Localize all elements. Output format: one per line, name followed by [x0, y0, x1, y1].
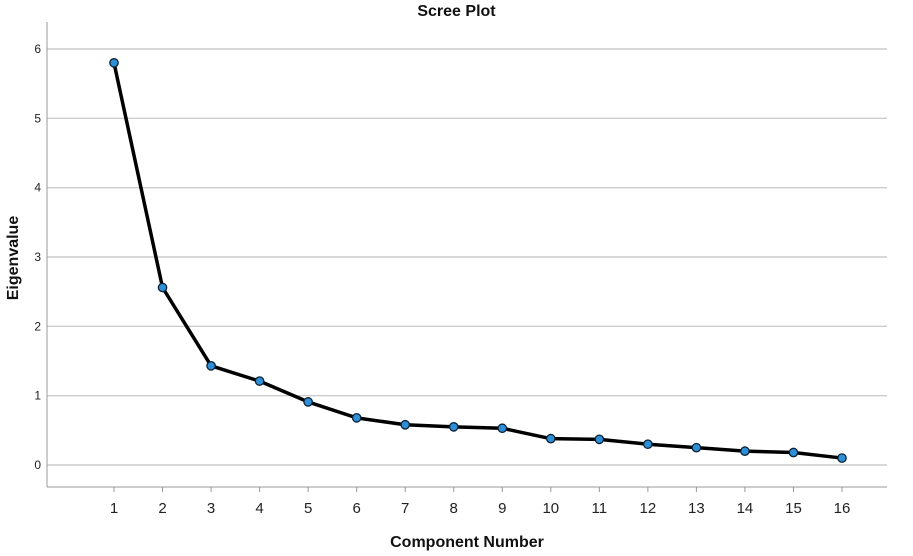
data-point [788, 447, 799, 458]
x-tick-label: 9 [498, 500, 506, 517]
data-point [157, 282, 168, 293]
data-point [594, 434, 605, 445]
data-point [303, 397, 313, 407]
y-tick-label: 6 [34, 42, 41, 56]
x-tick-label: 4 [255, 500, 263, 517]
x-tick-label: 15 [785, 500, 802, 517]
data-point [740, 446, 750, 456]
x-tick-label: 6 [352, 500, 360, 517]
y-tick-label: 0 [34, 458, 41, 472]
y-tick-label: 2 [34, 319, 41, 333]
x-tick-label: 14 [737, 500, 754, 517]
x-tick-label: 13 [688, 500, 705, 517]
x-tick-label: 5 [304, 500, 312, 517]
data-point [351, 413, 362, 423]
x-axis-label: Component Number [390, 534, 544, 551]
x-tick-label: 2 [158, 500, 166, 517]
x-tick-label: 8 [450, 500, 458, 517]
data-point [497, 423, 508, 434]
data-point [206, 361, 216, 371]
data-point [448, 422, 459, 432]
data-point [691, 442, 702, 453]
x-tick-label: 1 [110, 500, 118, 517]
y-tick-label: 1 [34, 389, 41, 403]
x-tick-label: 11 [592, 500, 608, 517]
x-tick-label: 10 [542, 500, 559, 517]
chart-title: Scree Plot [417, 3, 496, 20]
data-point [643, 439, 653, 450]
y-tick-label: 4 [34, 181, 41, 195]
y-axis-label: Eigenvalue [5, 215, 22, 301]
y-tick-label: 3 [34, 250, 41, 264]
data-point [545, 433, 556, 444]
x-tick-label: 12 [640, 500, 657, 517]
data-point [400, 419, 411, 430]
x-tick-label: 16 [834, 500, 851, 517]
y-tick-label: 5 [34, 111, 41, 125]
data-point [109, 58, 119, 68]
x-tick-label: 3 [207, 500, 215, 517]
data-point [254, 376, 265, 386]
x-tick-label: 7 [401, 500, 409, 517]
data-point [837, 453, 847, 463]
series-line [112, 62, 843, 460]
